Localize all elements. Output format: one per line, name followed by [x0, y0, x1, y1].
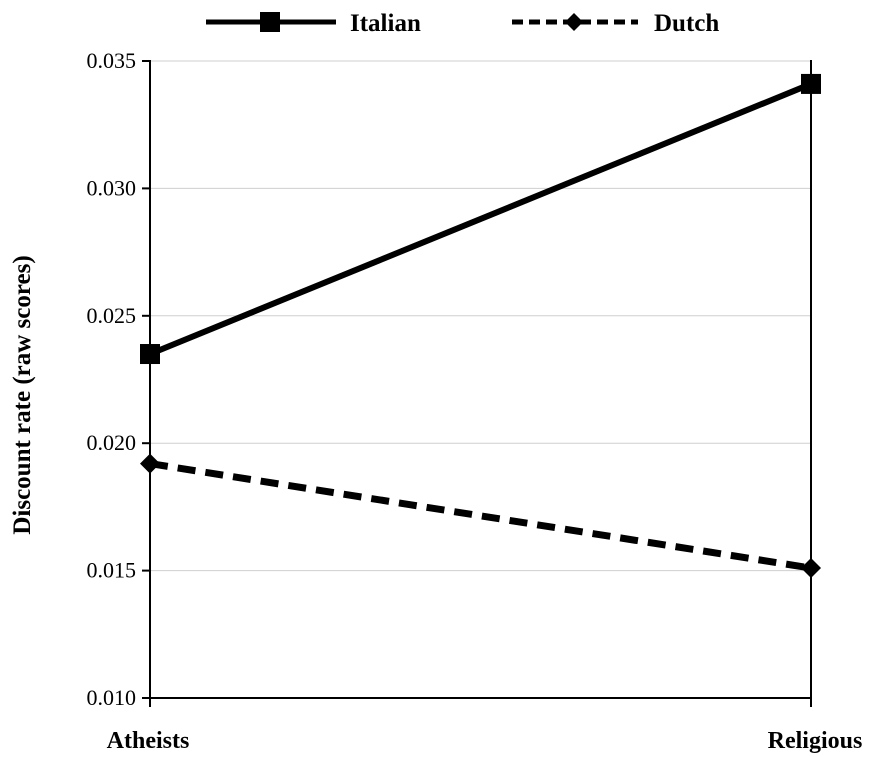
point-dutch	[801, 558, 821, 579]
y-tick-label: 0.025	[87, 303, 137, 328]
y-tick-label: 0.030	[87, 175, 137, 200]
x-category-labels: Atheists Religious	[107, 728, 863, 754]
point-italian	[140, 344, 160, 365]
markers	[140, 73, 821, 579]
series-lines	[148, 81, 813, 572]
gridlines	[150, 60, 811, 572]
point-italian	[801, 73, 821, 94]
legend-item-dutch: Dutch	[512, 10, 719, 37]
square-marker	[260, 12, 280, 32]
series-line-dutch	[149, 460, 812, 572]
y-tick-label: 0.010	[87, 685, 137, 710]
y-tick-label: 0.035	[87, 48, 137, 73]
series-line-italian	[148, 81, 813, 357]
axes	[142, 60, 812, 707]
diamond-marker	[565, 13, 583, 31]
legend-label: Italian	[350, 10, 421, 37]
x-category-label: Religious	[768, 728, 863, 754]
y-tick-label: 0.015	[87, 558, 137, 583]
legend: Italian Dutch	[206, 10, 719, 37]
legend-item-italian: Italian	[206, 10, 421, 37]
x-category-label: Atheists	[107, 728, 190, 754]
point-dutch	[140, 453, 160, 474]
y-axis-title: Discount rate (raw scores)	[9, 255, 36, 534]
y-tick-labels: 0.010 0.015 0.020 0.025 0.030 0.035	[87, 48, 137, 710]
legend-label: Dutch	[654, 10, 719, 37]
y-tick-label: 0.020	[87, 430, 137, 455]
